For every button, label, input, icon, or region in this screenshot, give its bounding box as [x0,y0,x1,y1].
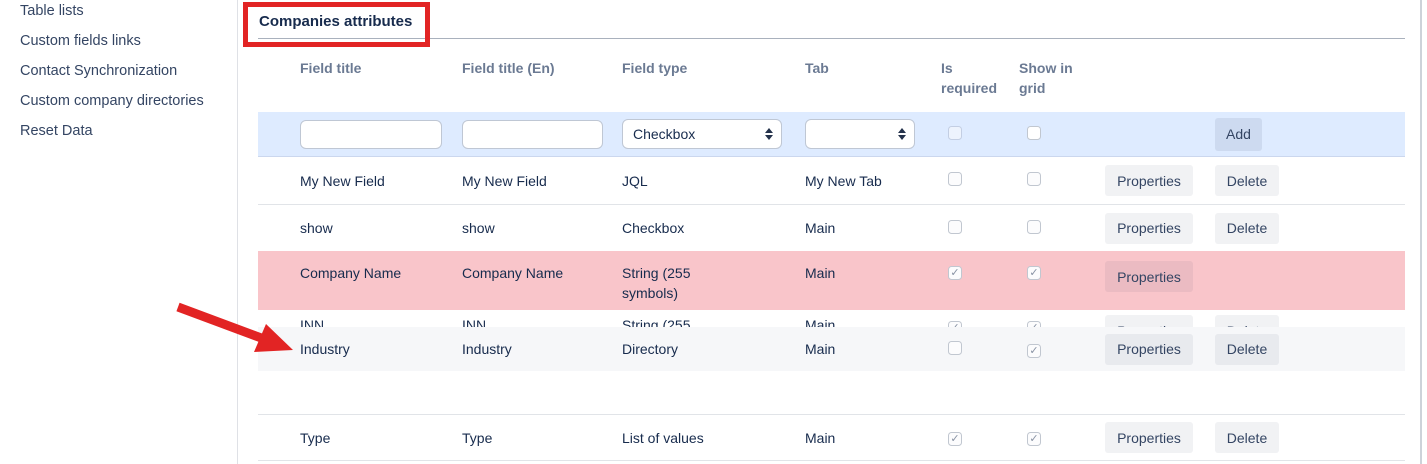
is-required-checkbox[interactable] [948,266,962,280]
cell-field-type: String (255 symbols) [622,265,691,301]
table-row-highlighted: Company Name Company Name String (255 sy… [258,251,1405,310]
is-required-checkbox[interactable] [948,340,962,355]
col-header-field-title-en: Field title (En) [462,60,555,76]
show-in-grid-checkbox[interactable] [1027,266,1041,280]
col-header-field-title: Field title [300,60,362,76]
cell-field-title: show [300,220,333,236]
show-in-grid-checkbox[interactable] [1027,432,1041,446]
sidebar-item-contact-synchronization[interactable]: Contact Synchronization [20,63,178,79]
is-required-checkbox[interactable] [948,172,962,186]
cell-field-type: Checkbox [622,220,685,236]
table-row: My New Field My New Field JQL My New Tab… [258,157,1405,205]
field-title-en-input[interactable] [462,119,603,149]
properties-button[interactable]: Properties [1105,333,1193,365]
cell-field-type: Directory [622,341,679,357]
cell-field-title-en: Industry [462,341,512,357]
cell-field-title: Type [300,429,331,446]
col-header-show-in-grid: Show in grid [1019,60,1073,96]
cell-tab: Main [805,265,836,281]
show-in-grid-checkbox[interactable] [1027,219,1041,234]
cell-tab: Main [805,220,836,236]
is-required-checkbox[interactable] [948,125,962,140]
delete-button[interactable]: Delete [1215,422,1279,453]
table-row-dragged[interactable]: Industry Industry Directory Main Propert… [258,327,1405,371]
sidebar-divider [237,0,238,464]
delete-button[interactable]: Delete [1215,212,1279,244]
table-row: Type Type List of values Main Properties… [258,414,1405,461]
sidebar-item-custom-fields-links[interactable]: Custom fields links [20,33,141,49]
col-header-is-required: Is required [941,60,998,96]
properties-button[interactable]: Properties [1105,212,1193,244]
cell-field-title-en: show [462,220,495,236]
select-stepper-icon [898,128,906,140]
title-divider [258,38,1405,39]
cell-field-type: JQL [622,172,648,189]
col-header-field-type: Field type [622,60,688,76]
is-required-checkbox[interactable] [948,219,962,234]
cell-tab: Main [805,341,836,357]
sidebar-item-reset-data[interactable]: Reset Data [20,123,93,139]
add-field-row: Checkbox Add [258,112,1405,157]
cell-field-title: Company Name [300,265,402,281]
scrollbar-track[interactable] [1420,0,1422,464]
cell-field-title-en: My New Field [462,172,547,189]
add-button[interactable]: Add [1215,117,1262,151]
col-header-tab: Tab [805,60,829,76]
field-title-input[interactable] [300,119,442,149]
is-required-checkbox[interactable] [948,432,962,446]
sidebar: Table lists Custom fields links Contact … [20,0,230,146]
field-type-select[interactable]: Checkbox [622,119,782,149]
field-type-select-value: Checkbox [633,126,696,142]
properties-button[interactable]: Properties [1105,422,1193,453]
cell-field-type: List of values [622,429,704,446]
show-in-grid-checkbox[interactable] [1027,172,1041,186]
cell-field-title: Industry [300,341,350,357]
cell-tab: My New Tab [805,172,882,189]
tab-select[interactable] [805,119,915,149]
section-title: Companies attributes [259,13,413,30]
select-stepper-icon [765,128,773,140]
cell-field-title-en: Company Name [462,265,564,281]
table-row: show show Checkbox Main Properties Delet… [258,205,1405,251]
table-header-row: Field title Field title (En) Field type … [258,58,1405,110]
show-in-grid-checkbox[interactable] [1027,125,1041,140]
properties-button[interactable]: Properties [1105,165,1193,196]
properties-button[interactable]: Properties [1105,261,1193,292]
cell-field-title-en: Type [462,429,493,446]
cell-field-title: My New Field [300,172,385,189]
sidebar-item-custom-company-directories[interactable]: Custom company directories [20,93,204,109]
sidebar-item-table-lists[interactable]: Table lists [20,3,84,19]
delete-button[interactable]: Delete [1215,165,1279,196]
delete-button[interactable]: Delete [1215,333,1279,365]
cell-tab: Main [805,429,836,446]
show-in-grid-checkbox[interactable] [1027,343,1041,358]
